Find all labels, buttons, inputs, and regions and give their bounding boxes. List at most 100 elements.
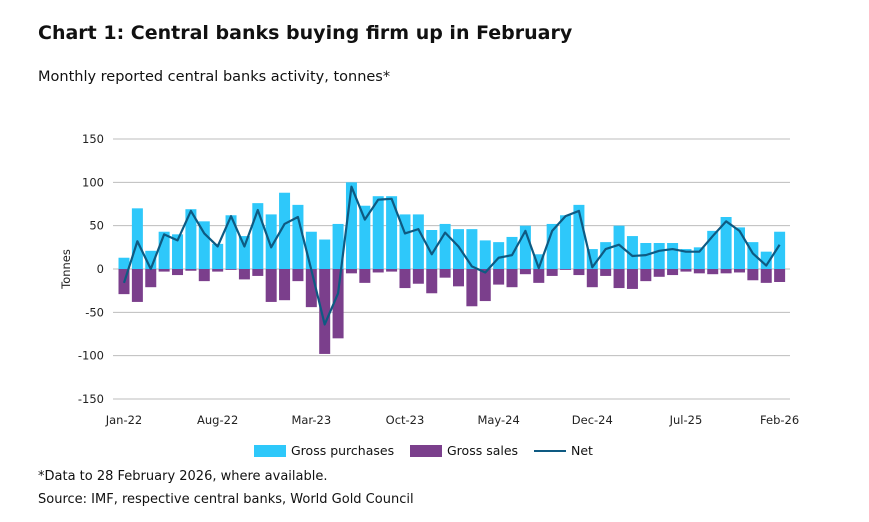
- y-tick-label: 100: [82, 175, 104, 189]
- x-tick-label: Aug-22: [197, 413, 238, 427]
- bar-gross-sales: [519, 269, 531, 275]
- bar-gross-purchases: [693, 247, 705, 269]
- bar-gross-sales: [707, 269, 719, 275]
- bar-gross-sales: [479, 269, 491, 302]
- bar-gross-sales: [747, 269, 759, 281]
- bar-gross-sales: [345, 269, 357, 274]
- bar-gross-sales: [667, 269, 679, 276]
- x-tick-label: Jan-22: [105, 413, 143, 427]
- bar-gross-sales: [225, 269, 237, 270]
- bar-gross-sales: [573, 269, 585, 276]
- bar-gross-sales: [600, 269, 612, 276]
- bar-gross-purchases: [546, 223, 558, 269]
- y-tick-label: 150: [82, 132, 104, 146]
- bar-gross-purchases: [198, 221, 210, 269]
- x-tick-label: Mar-23: [291, 413, 331, 427]
- bar-gross-purchases: [426, 230, 438, 269]
- x-tick-label: May-24: [477, 413, 519, 427]
- bar-gross-sales: [172, 269, 184, 276]
- bar-gross-purchases: [265, 214, 277, 269]
- bar-gross-sales: [439, 269, 451, 278]
- x-tick-label: Oct-23: [386, 413, 425, 427]
- bar-gross-purchases: [372, 196, 384, 269]
- legend-swatch-purchases: [254, 444, 286, 457]
- legend-net: Net: [534, 443, 593, 458]
- bar-gross-sales: [305, 269, 317, 308]
- bar-gross-sales: [131, 269, 143, 302]
- x-tick-label: Feb-26: [760, 413, 799, 427]
- bar-gross-sales: [533, 269, 545, 283]
- bar-gross-sales: [252, 269, 264, 276]
- legend-label: Gross sales: [447, 443, 519, 458]
- bar-gross-sales: [238, 269, 250, 280]
- bar-gross-sales: [506, 269, 518, 288]
- bar-gross-sales: [720, 269, 732, 274]
- bar-gross-purchases: [453, 229, 464, 269]
- bar-gross-purchases: [479, 240, 491, 269]
- bar-gross-sales: [693, 269, 705, 274]
- bar-gross-sales: [586, 269, 598, 288]
- bar-gross-purchases: [145, 250, 157, 269]
- net-line: [122, 185, 781, 326]
- bar-gross-purchases: [680, 249, 692, 269]
- bar-gross-purchases: [733, 227, 745, 269]
- x-tick-label: Dec-24: [572, 413, 613, 427]
- bar-gross-purchases: [412, 214, 424, 269]
- y-tick-label: -50: [85, 305, 104, 319]
- bar-gross-purchases: [279, 192, 291, 269]
- bar-gross-sales: [372, 269, 384, 273]
- y-axis-label: Tonnes: [59, 249, 73, 290]
- source-note: Source: IMF, respective central banks, W…: [38, 492, 414, 507]
- bar-gross-purchases: [439, 223, 451, 269]
- bar-gross-purchases: [172, 234, 184, 269]
- bar-gross-purchases: [653, 243, 665, 269]
- bar-gross-purchases: [707, 230, 719, 269]
- bar-gross-purchases: [586, 249, 598, 269]
- bar-gross-purchases: [533, 254, 545, 269]
- y-tick-label: 50: [89, 219, 104, 233]
- bar-gross-purchases: [225, 215, 237, 269]
- bar-gross-purchases: [613, 225, 625, 269]
- bar-gross-purchases: [560, 215, 572, 269]
- bar-gross-sales: [359, 269, 371, 283]
- bar-gross-sales: [653, 269, 665, 277]
- chart-subtitle: Monthly reported central banks activity,…: [38, 69, 391, 85]
- bar-gross-sales: [279, 269, 291, 301]
- bar-gross-sales: [453, 269, 464, 287]
- bar-gross-purchases: [158, 231, 170, 269]
- bar-gross-purchases: [212, 243, 224, 269]
- bar-gross-sales: [640, 269, 652, 282]
- bar-gross-sales: [386, 269, 398, 272]
- bar-gross-purchases: [466, 229, 478, 269]
- bar-gross-sales: [265, 269, 277, 302]
- x-tick-label: Jul-25: [669, 413, 703, 427]
- bar-gross-purchases: [359, 205, 371, 269]
- bar-gross-sales: [466, 269, 478, 307]
- legend-sales: Gross sales: [410, 443, 518, 458]
- bar-gross-sales: [198, 269, 210, 282]
- bar-gross-purchases: [319, 239, 331, 269]
- footnote: *Data to 28 February 2026, where availab…: [38, 469, 328, 484]
- bar-gross-sales: [546, 269, 558, 276]
- bar-gross-sales: [158, 269, 170, 272]
- bar-gross-purchases: [332, 223, 344, 269]
- bar-gross-purchases: [519, 225, 531, 269]
- y-tick-label: -150: [78, 392, 104, 406]
- bar-gross-purchases: [185, 209, 197, 269]
- bar-gross-purchases: [399, 214, 411, 269]
- bar-gross-sales: [680, 269, 692, 272]
- y-tick-label: -100: [78, 349, 104, 363]
- bar-gross-sales: [426, 269, 438, 294]
- bar-gross-purchases: [292, 204, 304, 269]
- bar-gross-sales: [412, 269, 424, 284]
- bar-gross-purchases: [747, 242, 759, 269]
- bar-gross-purchases: [573, 204, 585, 269]
- legend-purchases: Gross purchases: [254, 443, 394, 458]
- bar-gross-purchases: [760, 251, 772, 269]
- bar-gross-purchases: [252, 203, 264, 269]
- y-tick-label: 0: [97, 262, 104, 276]
- bar-gross-purchases: [626, 236, 638, 269]
- bar-gross-sales: [760, 269, 772, 283]
- bar-gross-sales: [774, 269, 786, 282]
